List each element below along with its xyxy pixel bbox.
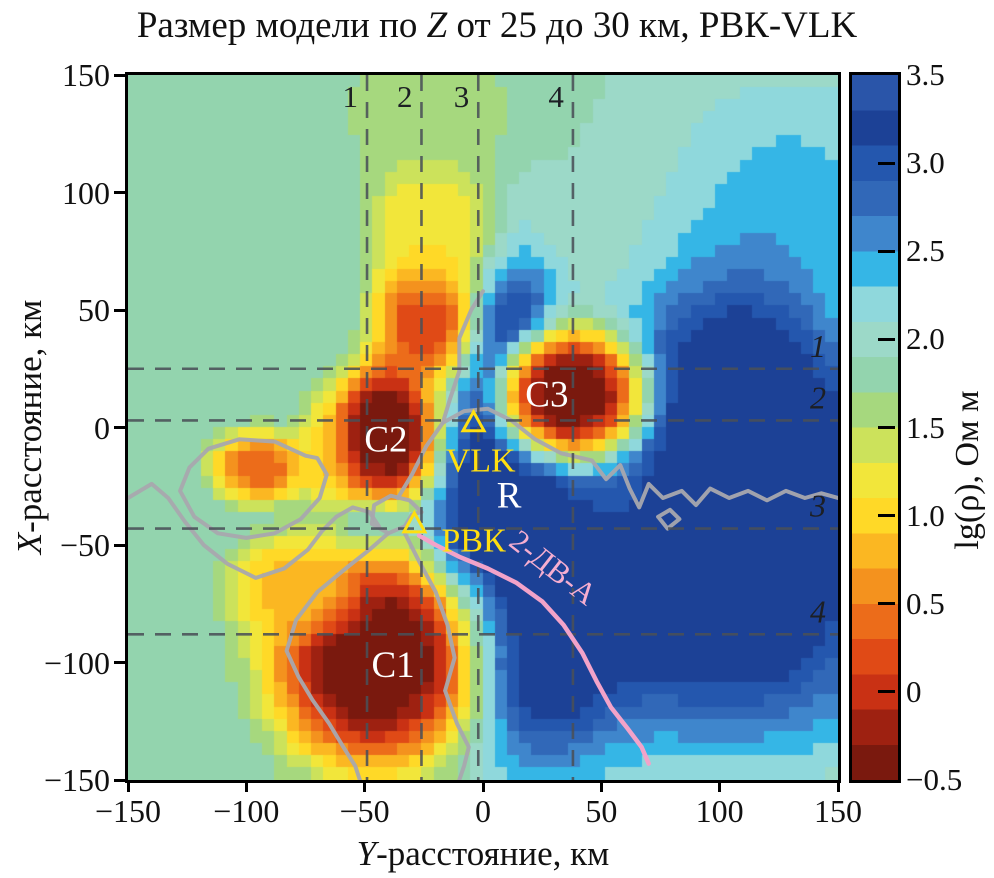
x-axis-tick-label: −150 [94, 793, 162, 829]
x-axis-tick-label: 50 [585, 793, 618, 829]
y-axis-title: X-расстояние, км [10, 300, 50, 555]
profile-number-top-2: 2 [397, 79, 413, 114]
colorbar-tick [878, 602, 895, 606]
anomaly-label-C1: C1 [371, 645, 414, 686]
y-axis-title-emph: X [10, 532, 49, 555]
y-axis-tick-label: 50 [78, 292, 110, 328]
profile-number-top-4: 4 [548, 79, 564, 114]
x-axis-tick-label: −50 [339, 793, 390, 829]
y-axis-tick-label: −50 [59, 527, 110, 563]
colorbar-tick-label: 0 [906, 673, 922, 709]
station-triangle-РВК [401, 509, 428, 534]
colorbar-tick [878, 514, 895, 518]
colorbar-title: lg(ρ), Ом м [949, 390, 986, 550]
anomaly-label-R: R [497, 476, 522, 517]
colorbar-tick-label: 2.0 [906, 321, 945, 357]
y-axis-tick [114, 308, 125, 312]
survey-line-2dva [416, 533, 651, 766]
y-axis-title-rest: -расстояние, км [10, 299, 49, 533]
heatmap-plot-area: 1 2 3 4 1 2 3 4 2-ДВ-А VLK РВК C1 C2 C3 R [125, 72, 841, 783]
x-axis-tick-label: 0 [475, 793, 491, 829]
y-axis-tick-label: −150 [43, 762, 110, 798]
y-axis-tick-label: −100 [43, 644, 110, 681]
coastline [656, 507, 682, 531]
colorbar-tick-label: 1.5 [906, 409, 945, 445]
survey-line-label: 2-ДВ-А [503, 523, 604, 613]
x-axis-tick [836, 781, 840, 792]
profile-number-right-4: 4 [810, 593, 826, 629]
coastline [402, 531, 471, 780]
figure-title: Размер модели по Z от 25 до 30 км, РВК-V… [0, 4, 994, 47]
colorbar-tick [878, 426, 895, 429]
y-axis-tick-label: 150 [62, 57, 110, 93]
x-axis-tick-label: 100 [695, 793, 744, 829]
colorbar-tick-label: 3.0 [906, 145, 945, 181]
y-axis-tick [114, 426, 125, 429]
y-axis-tick [114, 543, 125, 547]
x-axis-tick [481, 781, 485, 792]
y-axis-tick [114, 73, 125, 77]
title-suffix: от 25 до 30 км, РВК-VLK [447, 5, 858, 46]
title-prefix: Размер модели по [136, 5, 427, 46]
colorbar-tick-label: 2.5 [906, 233, 945, 269]
colorbar-tick [878, 690, 895, 694]
title-emphasis: Z [426, 5, 448, 46]
profile-number-top-1: 1 [343, 79, 359, 114]
profile-number-right-2: 2 [810, 379, 826, 415]
coastline [284, 531, 391, 780]
anomaly-label-C3: C3 [525, 375, 568, 416]
colorbar-tick-label: 1.0 [906, 497, 945, 533]
station-label-РВК: РВК [441, 522, 506, 559]
x-axis-tick-label: 150 [814, 793, 862, 829]
profile-number-top-3: 3 [454, 79, 470, 114]
y-axis-tick-label: 100 [62, 174, 110, 211]
x-axis-title-emph: Y [356, 834, 377, 873]
coastline [395, 406, 838, 510]
station-triangle-VLK [460, 408, 487, 433]
y-axis-tick [114, 661, 125, 664]
x-axis-tick [363, 781, 367, 792]
anomaly-label-C2: C2 [364, 419, 407, 460]
profile-number-right-1: 1 [810, 328, 826, 364]
y-axis-tick [114, 778, 125, 782]
colorbar-tick-label: 3.5 [906, 57, 945, 92]
colorbar-tick-label: 0.5 [906, 585, 945, 621]
x-axis-title: Y-расстояние, км [128, 834, 838, 874]
coastline [440, 289, 485, 425]
colorbar-tick [878, 337, 895, 341]
coastline [178, 437, 329, 540]
profile-number-right-3: 3 [809, 488, 826, 524]
y-axis-tick-label: 0 [94, 409, 110, 446]
map-overlay: 1 2 3 4 1 2 3 4 2-ДВ-А VLK РВК C1 C2 C3 R [128, 75, 838, 780]
station-label-VLK: VLK [446, 442, 516, 479]
x-axis-title-rest: -расстояние, км [376, 834, 610, 873]
x-axis-tick [599, 781, 603, 792]
colorbar-tick [878, 249, 895, 253]
colorbar-tick-label: −0.5 [906, 762, 963, 797]
coastline [128, 481, 381, 580]
x-axis-tick [244, 781, 248, 792]
x-axis-tick-label: −100 [213, 793, 280, 829]
x-axis-tick [718, 781, 722, 792]
y-axis-tick [114, 191, 125, 194]
colorbar-tick [878, 161, 895, 165]
x-axis-tick [126, 781, 130, 792]
